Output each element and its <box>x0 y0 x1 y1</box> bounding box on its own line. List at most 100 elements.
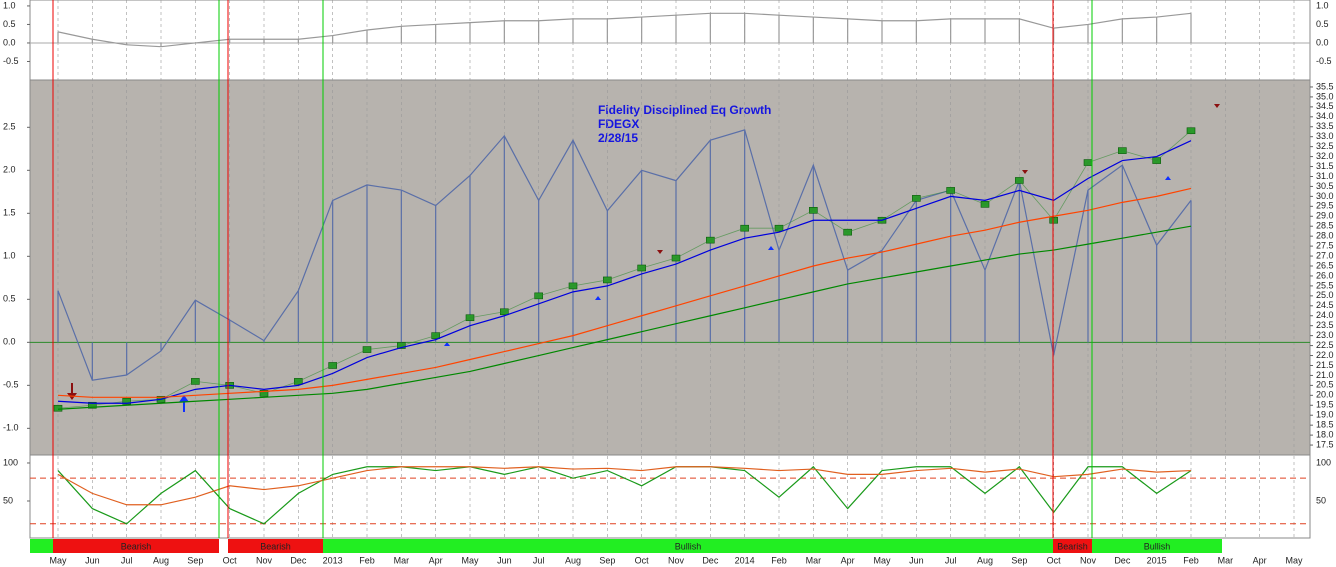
x-tick-label: Nov <box>256 555 273 565</box>
y2-tick-label: 20.0 <box>1316 390 1334 400</box>
y2-tick-label: 20.5 <box>1316 380 1334 390</box>
y-tick-label: 50 <box>1316 495 1326 505</box>
signal-label: Bearish <box>260 541 291 551</box>
signal-label: Bullish <box>675 541 702 551</box>
x-tick-label: Oct <box>223 555 238 565</box>
y2-tick-label: 18.5 <box>1316 420 1334 430</box>
y-tick-label: 100 <box>3 457 18 467</box>
y2-tick-label: 22.0 <box>1316 350 1334 360</box>
chart-title: FDEGX <box>598 117 639 131</box>
x-tick-label: Apr <box>429 555 443 565</box>
y2-tick-label: 33.5 <box>1316 121 1334 131</box>
signal-band <box>1053 539 1092 553</box>
x-tick-label: Jul <box>533 555 545 565</box>
y-tick-label: 2.5 <box>3 122 16 132</box>
x-tick-label: Mar <box>806 555 822 565</box>
y2-tick-label: 18.0 <box>1316 429 1334 439</box>
series-line <box>57 225 1192 410</box>
y2-tick-label: 33.0 <box>1316 131 1334 141</box>
y2-tick-label: 32.5 <box>1316 141 1334 151</box>
x-tick-label: Oct <box>635 555 650 565</box>
buy-arrow <box>1165 176 1171 186</box>
y2-tick-label: 31.0 <box>1316 171 1334 181</box>
series-line <box>57 129 1192 381</box>
x-tick-label: Sep <box>187 555 203 565</box>
x-tick-label: Aug <box>153 555 169 565</box>
y-tick-label: 1.0 <box>1316 0 1329 10</box>
x-tick-label: Aug <box>977 555 993 565</box>
x-tick-label: 2013 <box>323 555 343 565</box>
y-tick-label: 0.0 <box>3 337 16 347</box>
series-line <box>57 130 1192 409</box>
y2-tick-label: 23.5 <box>1316 320 1334 330</box>
x-tick-label: May <box>1285 555 1303 565</box>
y-tick-label: 100 <box>1316 457 1331 467</box>
y2-tick-label: 17.5 <box>1316 439 1334 449</box>
y2-tick-label: 28.0 <box>1316 231 1334 241</box>
series-line <box>57 12 1192 48</box>
x-tick-label: Jun <box>85 555 100 565</box>
signal-label: Bearish <box>1057 541 1088 551</box>
signal-band <box>323 539 1053 553</box>
y2-tick-label: 21.5 <box>1316 360 1334 370</box>
y2-tick-label: 30.5 <box>1316 181 1334 191</box>
sell-arrow <box>657 244 663 254</box>
chart-title: 2/28/15 <box>598 131 638 145</box>
y-tick-label: 0.5 <box>3 294 16 304</box>
series-line <box>57 465 1192 525</box>
y-tick-label: 0.5 <box>1316 19 1329 29</box>
y2-tick-label: 32.0 <box>1316 151 1334 161</box>
signal-band <box>53 539 219 553</box>
x-tick-label: Dec <box>290 555 307 565</box>
y2-tick-label: 29.5 <box>1316 201 1334 211</box>
plot-frame <box>29 0 1311 539</box>
buy-arrow <box>444 342 450 352</box>
y2-tick-label: 19.5 <box>1316 400 1334 410</box>
y-tick-label: -0.5 <box>3 56 19 66</box>
buy-arrow <box>768 246 774 256</box>
y2-tick-label: 24.0 <box>1316 310 1334 320</box>
x-tick-label: Dec <box>1114 555 1131 565</box>
y2-tick-label: 31.5 <box>1316 161 1334 171</box>
y2-tick-label: 23.0 <box>1316 330 1334 340</box>
y2-tick-label: 25.0 <box>1316 290 1334 300</box>
series-line <box>57 466 1192 506</box>
y2-tick-label: 34.5 <box>1316 101 1334 111</box>
y-tick-label: -0.5 <box>1316 56 1332 66</box>
x-tick-label: Oct <box>1047 555 1062 565</box>
x-tick-label: Jun <box>497 555 512 565</box>
y-tick-label: 50 <box>3 495 13 505</box>
x-tick-label: Jul <box>121 555 133 565</box>
x-tick-label: May <box>873 555 891 565</box>
x-tick-label: Sep <box>1011 555 1027 565</box>
y2-tick-label: 24.5 <box>1316 300 1334 310</box>
x-tick-label: Apr <box>1253 555 1267 565</box>
y2-tick-label: 35.0 <box>1316 91 1334 101</box>
y2-tick-label: 19.0 <box>1316 410 1334 420</box>
signal-label: Bullish <box>1144 541 1171 551</box>
y-tick-label: 0.5 <box>3 19 16 29</box>
x-tick-label: 2014 <box>735 555 755 565</box>
x-tick-label: 2015 <box>1147 555 1167 565</box>
y2-tick-label: 35.5 <box>1316 81 1334 91</box>
y2-tick-label: 29.0 <box>1316 211 1334 221</box>
signal-band <box>1092 539 1222 553</box>
sell-arrow <box>1214 98 1220 108</box>
x-tick-label: Nov <box>1080 555 1097 565</box>
signal-lines <box>52 0 1093 538</box>
x-tick-label: Aug <box>565 555 581 565</box>
x-tick-label: Feb <box>359 555 375 565</box>
x-tick-label: Nov <box>668 555 685 565</box>
x-tick-label: Jul <box>945 555 957 565</box>
x-tick-label: Jun <box>909 555 924 565</box>
y-tick-label: 1.0 <box>3 0 16 10</box>
x-tick-label: Dec <box>702 555 719 565</box>
y2-tick-label: 27.5 <box>1316 240 1334 250</box>
buy-arrow <box>595 296 601 306</box>
x-tick-label: Feb <box>1183 555 1199 565</box>
x-tick-label: Apr <box>841 555 855 565</box>
y2-tick-label: 21.0 <box>1316 370 1334 380</box>
x-tick-label: Sep <box>599 555 615 565</box>
y-tick-label: 2.0 <box>3 165 16 175</box>
